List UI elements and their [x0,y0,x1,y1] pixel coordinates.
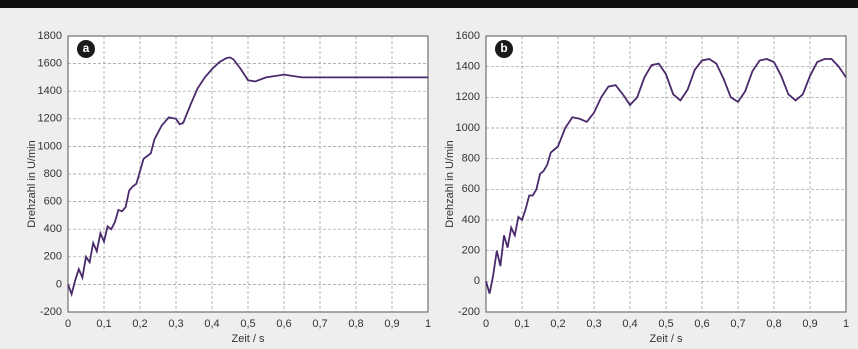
x-tick-label: 0,5 [240,318,255,330]
y-axis-label: Drehzahl in U/min [444,140,456,227]
y-tick-label: 1400 [38,85,62,97]
x-axis-label: Zeit / s [649,333,683,345]
data-line [485,58,847,294]
y-tick-label: -200 [458,306,480,318]
y-tick-label: 800 [462,153,480,165]
y-tick-label: 1400 [456,61,480,73]
plot-frame [67,35,429,313]
y-tick-label: 0 [56,278,62,290]
y-tick-label: 200 [462,245,480,257]
y-tick-label: 1600 [38,58,62,70]
y-tick-label: 1800 [38,30,62,42]
panel-badge [495,40,513,58]
x-tick-label: 0,9 [802,318,817,330]
x-tick-label: 0,1 [514,318,529,330]
x-tick-label: 0,1 [96,318,111,330]
x-tick-label: 0,3 [586,318,601,330]
top-bar [0,0,858,8]
x-tick-label: 0,3 [168,318,183,330]
x-tick-label: 0,9 [384,318,399,330]
x-tick-label: 0 [483,318,489,330]
panel-label: b [500,41,507,55]
x-tick-label: 1 [843,318,849,330]
x-tick-label: 0,6 [694,318,709,330]
x-tick-label: 0,6 [276,318,291,330]
plot-frame [485,35,847,313]
y-axis-label: Drehzahl in U/min [26,140,38,227]
y-tick-label: 800 [44,168,62,180]
data-line [67,56,428,298]
panel-badge [77,40,95,58]
y-tick-label: 600 [462,183,480,195]
y-tick-label: 0 [474,275,480,287]
x-tick-label: 0,7 [312,318,327,330]
x-tick-label: 1 [425,318,431,330]
x-tick-label: 0,5 [658,318,673,330]
y-tick-label: 600 [44,196,62,208]
x-tick-label: 0,4 [204,318,219,330]
y-tick-label: -200 [40,306,62,318]
y-tick-label: 1600 [456,30,480,42]
y-tick-label: 400 [44,223,62,235]
x-axis-label: Zeit / s [231,333,265,345]
x-tick-label: 0 [65,318,71,330]
y-tick-label: 200 [44,251,62,263]
panel-label: a [83,41,90,55]
x-tick-label: 0,8 [766,318,781,330]
y-tick-label: 1000 [456,122,480,134]
x-tick-label: 0,2 [132,318,147,330]
x-tick-label: 0,7 [730,318,745,330]
y-tick-label: 1200 [38,113,62,125]
x-tick-label: 0,2 [550,318,565,330]
y-tick-label: 400 [462,214,480,226]
x-tick-label: 0,8 [348,318,363,330]
y-tick-label: 1000 [38,140,62,152]
x-tick-label: 0,4 [622,318,637,330]
y-tick-label: 1200 [456,91,480,103]
